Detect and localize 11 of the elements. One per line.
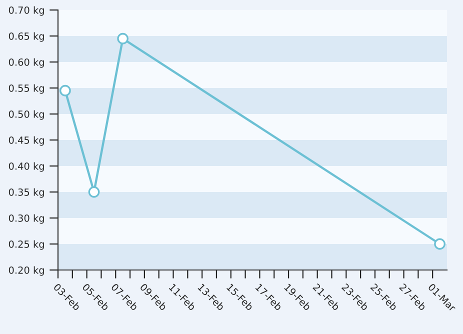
y-tick-label: 0.60 kg [8,58,44,68]
y-tick-label: 0.65 kg [8,32,44,42]
y-tick-label: 0.25 kg [8,240,44,250]
y-tick-label: 0.35 kg [8,188,44,198]
y-tick-label: 0.45 kg [8,136,44,146]
y-tick-label: 0.55 kg [8,84,44,94]
y-tick-label: 0.70 kg [8,6,44,16]
y-tick-label: 0.20 kg [8,266,44,276]
y-tick-label: 0.30 kg [8,214,44,224]
y-tick-label: 0.40 kg [8,162,44,172]
y-tick-label: 0.50 kg [8,110,44,120]
